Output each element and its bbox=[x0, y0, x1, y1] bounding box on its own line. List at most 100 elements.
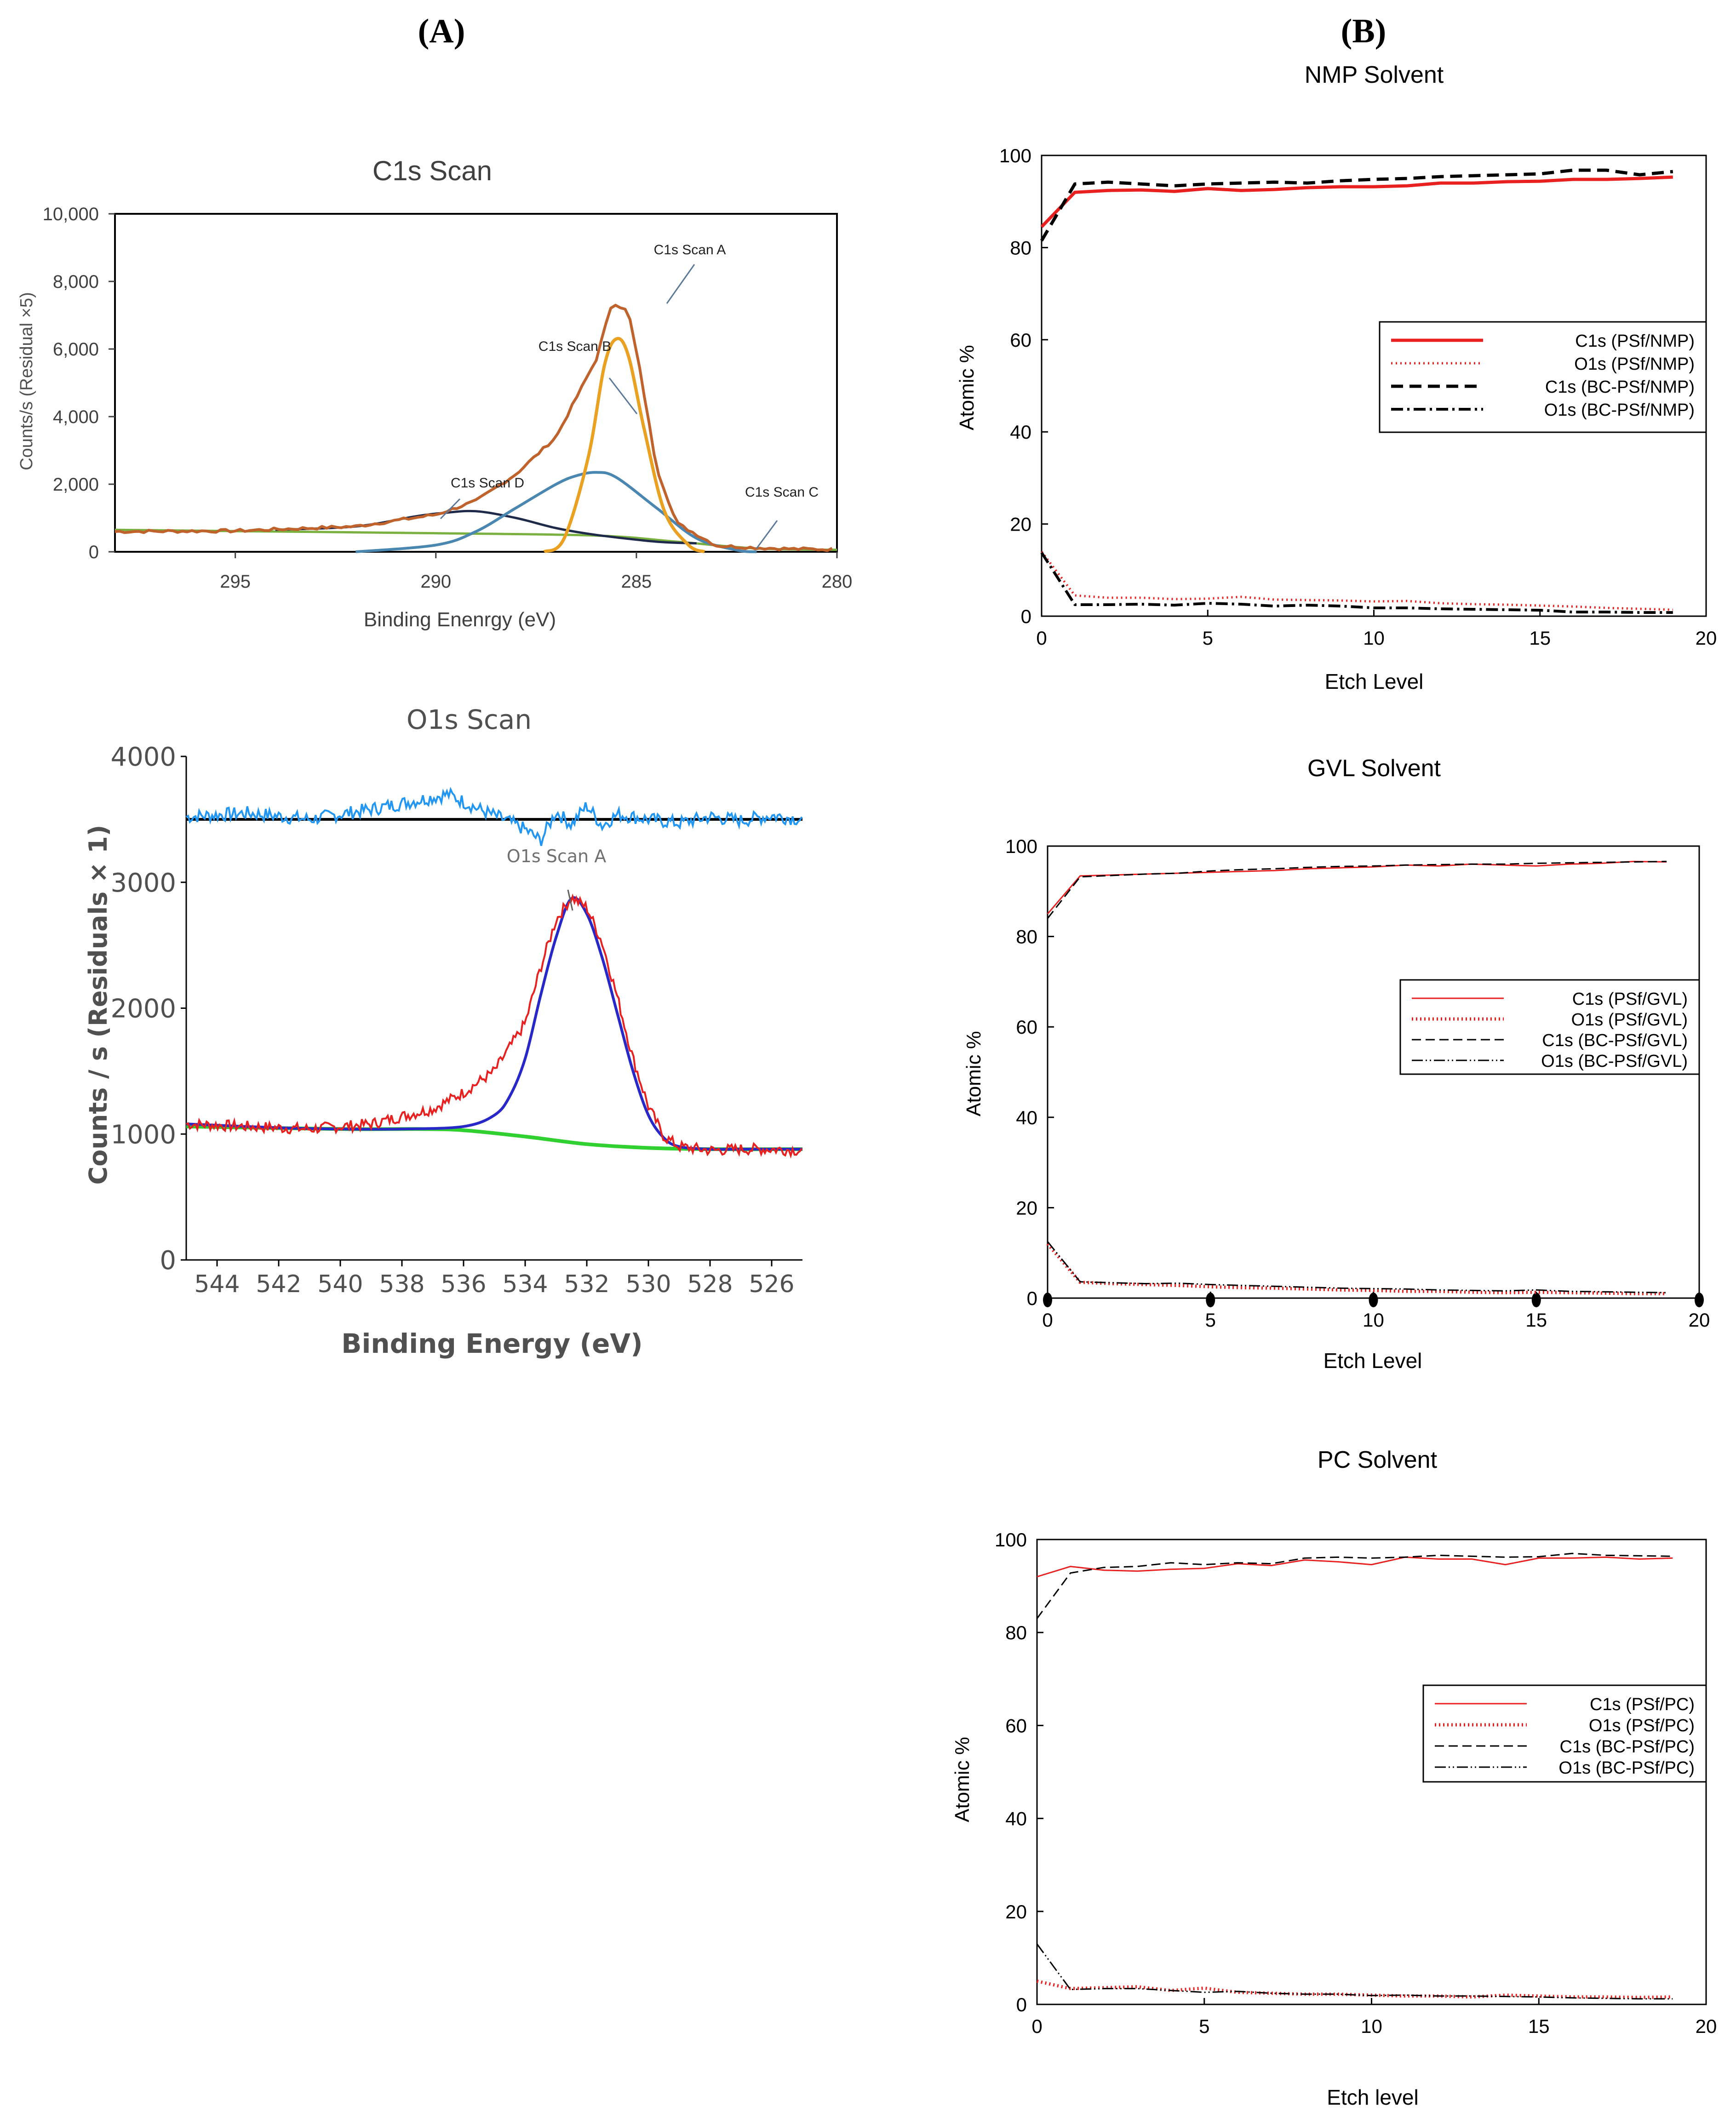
pc-x-tick-label: 5 bbox=[1199, 2015, 1209, 2037]
c1s-annotation-a-leader bbox=[666, 264, 695, 304]
c1s-x-axis-label: Binding Enenrgy (eV) bbox=[364, 608, 556, 631]
pc-chart-title: PC Solvent bbox=[1318, 1447, 1438, 1473]
pc-x-tick-label: 10 bbox=[1361, 2015, 1382, 2037]
c1s-peak-a-line bbox=[543, 337, 705, 554]
c1s-annotation-d-label: C1s Scan D bbox=[451, 475, 524, 491]
gvl-x-tick-label: 15 bbox=[1525, 1309, 1547, 1331]
pc-legend-label: C1s (PSf/PC) bbox=[1590, 1695, 1695, 1714]
nmp-series-line-1 bbox=[1040, 175, 1673, 228]
pc-x-tick-label: 0 bbox=[1031, 2015, 1042, 2037]
pc-y-tick-label: 100 bbox=[995, 1529, 1027, 1551]
o1s-x-tick-label: 544 bbox=[194, 1271, 240, 1298]
o1s-x-tick-label: 532 bbox=[564, 1271, 609, 1298]
nmp-y-tick-label: 0 bbox=[1021, 606, 1031, 627]
c1s-x-tick-label: 295 bbox=[220, 572, 251, 592]
nmp-y-tick-label: 40 bbox=[1010, 421, 1031, 443]
pc-legend-label: C1s (BC-PSf/PC) bbox=[1560, 1737, 1695, 1757]
pc-legend-label: O1s (PSf/PC) bbox=[1589, 1716, 1695, 1735]
gvl-y-tick-label: 20 bbox=[1016, 1197, 1037, 1219]
gvl-x-tick-marker bbox=[1043, 1293, 1052, 1307]
pc-x-axis-label: Etch level bbox=[1327, 2085, 1418, 2109]
pc-legend-label: O1s (BC-PSf/PC) bbox=[1558, 1758, 1695, 1778]
pc-y-axis-label: Atomic % bbox=[951, 1737, 974, 1822]
pc-series-line-4 bbox=[1036, 1943, 1673, 2000]
c1s-annotation-c-label: C1s Scan C bbox=[745, 485, 819, 500]
nmp-x-tick-label: 0 bbox=[1036, 627, 1047, 649]
nmp-series-line-3 bbox=[1040, 168, 1673, 242]
o1s-annotation-label: O1s Scan A bbox=[507, 846, 606, 866]
pc-y-tick-label: 40 bbox=[1005, 1808, 1027, 1830]
pc-y-tick-label: 0 bbox=[1016, 1994, 1027, 2015]
pc-y-tick-label: 80 bbox=[1005, 1622, 1027, 1643]
c1s-y-tick-label: 4,000 bbox=[53, 407, 99, 427]
c1s-chart-title: C1s Scan bbox=[372, 155, 492, 186]
gvl-y-tick-label: 0 bbox=[1027, 1288, 1037, 1309]
gvl-legend-box bbox=[1399, 979, 1700, 1075]
gvl-series-line-2 bbox=[1046, 1242, 1667, 1295]
c1s-peak-b-line bbox=[355, 471, 757, 553]
gvl-y-tick-label: 40 bbox=[1016, 1107, 1037, 1128]
nmp-x-tick-label: 5 bbox=[1203, 627, 1213, 649]
o1s-x-tick-label: 526 bbox=[749, 1271, 794, 1298]
c1s-scan-chart: C1s Scan Binding Enenrgy (eV) Counts/s (… bbox=[17, 155, 852, 631]
o1s-y-tick-label: 0 bbox=[160, 1246, 176, 1276]
c1s-y-tick-label: 8,000 bbox=[53, 272, 99, 292]
pc-x-tick-label: 15 bbox=[1528, 2015, 1550, 2037]
gvl-y-tick-label: 80 bbox=[1016, 926, 1037, 948]
pc-y-tick-label: 60 bbox=[1005, 1715, 1027, 1736]
gvl-legend-label: O1s (BC-PSf/GVL) bbox=[1541, 1052, 1688, 1071]
o1s-annotation-leader bbox=[567, 889, 573, 911]
c1s-annotation-c-leader bbox=[756, 520, 778, 549]
c1s-y-tick-label: 0 bbox=[89, 542, 99, 562]
c1s-annotation-b-leader bbox=[608, 378, 638, 414]
o1s-y-tick-label: 4000 bbox=[110, 742, 176, 772]
c1s-y-tick-label: 6,000 bbox=[53, 339, 99, 360]
c1s-x-tick-label: 280 bbox=[822, 572, 853, 592]
o1s-residual-line bbox=[185, 786, 803, 846]
gvl-x-tick-marker bbox=[1531, 1293, 1541, 1307]
gvl-x-tick-label: 20 bbox=[1689, 1309, 1710, 1331]
nmp-x-tick-label: 10 bbox=[1363, 627, 1385, 649]
nmp-y-axis-label: Atomic % bbox=[956, 345, 978, 430]
nmp-y-tick-label: 20 bbox=[1010, 514, 1031, 535]
o1s-x-tick-label: 528 bbox=[687, 1271, 733, 1298]
c1s-annotation-a-label: C1s Scan A bbox=[654, 242, 726, 258]
o1s-x-tick-label: 536 bbox=[441, 1271, 486, 1298]
o1s-raw-data-line bbox=[186, 893, 803, 1159]
nmp-series-line-2 bbox=[1041, 551, 1673, 611]
gvl-x-tick-label: 5 bbox=[1205, 1309, 1216, 1331]
pc-legend-box bbox=[1422, 1684, 1707, 1783]
o1s-y-tick-label: 2000 bbox=[110, 994, 176, 1024]
pc-x-tick-label: 20 bbox=[1696, 2015, 1717, 2037]
nmp-chart-title: NMP Solvent bbox=[1305, 62, 1444, 88]
nmp-y-tick-label: 60 bbox=[1010, 329, 1031, 351]
nmp-series-line-4 bbox=[1040, 552, 1673, 614]
panel-label-a: (A) bbox=[418, 12, 465, 50]
gvl-legend-label: C1s (PSf/GVL) bbox=[1572, 990, 1688, 1009]
panel-label-b: (B) bbox=[1341, 12, 1387, 50]
c1s-x-tick-label: 285 bbox=[621, 572, 652, 592]
nmp-legend-label: C1s (PSf/NMP) bbox=[1575, 332, 1695, 351]
gvl-x-tick-marker bbox=[1206, 1293, 1215, 1307]
gvl-series-line-4 bbox=[1047, 1241, 1667, 1294]
c1s-y-tick-label: 10,000 bbox=[43, 204, 99, 224]
gvl-y-axis-label: Atomic % bbox=[963, 1031, 985, 1116]
nmp-y-tick-label: 80 bbox=[1010, 237, 1031, 258]
o1s-x-axis-label: Binding Energy (eV) bbox=[341, 1328, 642, 1359]
pc-series-line-3 bbox=[1036, 1552, 1673, 1619]
o1s-x-tick-label: 538 bbox=[379, 1271, 424, 1298]
gvl-x-tick-label: 0 bbox=[1042, 1309, 1053, 1331]
gvl-chart-title: GVL Solvent bbox=[1307, 755, 1441, 782]
o1s-x-tick-label: 530 bbox=[625, 1271, 671, 1298]
o1s-y-tick-label: 1000 bbox=[110, 1120, 176, 1150]
gvl-legend-label: C1s (BC-PSf/GVL) bbox=[1542, 1031, 1688, 1050]
gvl-x-tick-marker bbox=[1369, 1293, 1378, 1307]
c1s-plot-frame bbox=[114, 213, 838, 553]
nmp-solvent-chart: NMP Solvent Etch Level Atomic % 0 20 40 60 8… bbox=[956, 62, 1717, 693]
pc-y-tick-label: 20 bbox=[1005, 1901, 1027, 1923]
o1s-chart-title: O1s Scan bbox=[407, 704, 532, 735]
nmp-x-axis-label: Etch Level bbox=[1325, 670, 1424, 693]
c1s-envelope-line bbox=[115, 303, 833, 552]
o1s-x-tick-label: 540 bbox=[317, 1271, 363, 1298]
